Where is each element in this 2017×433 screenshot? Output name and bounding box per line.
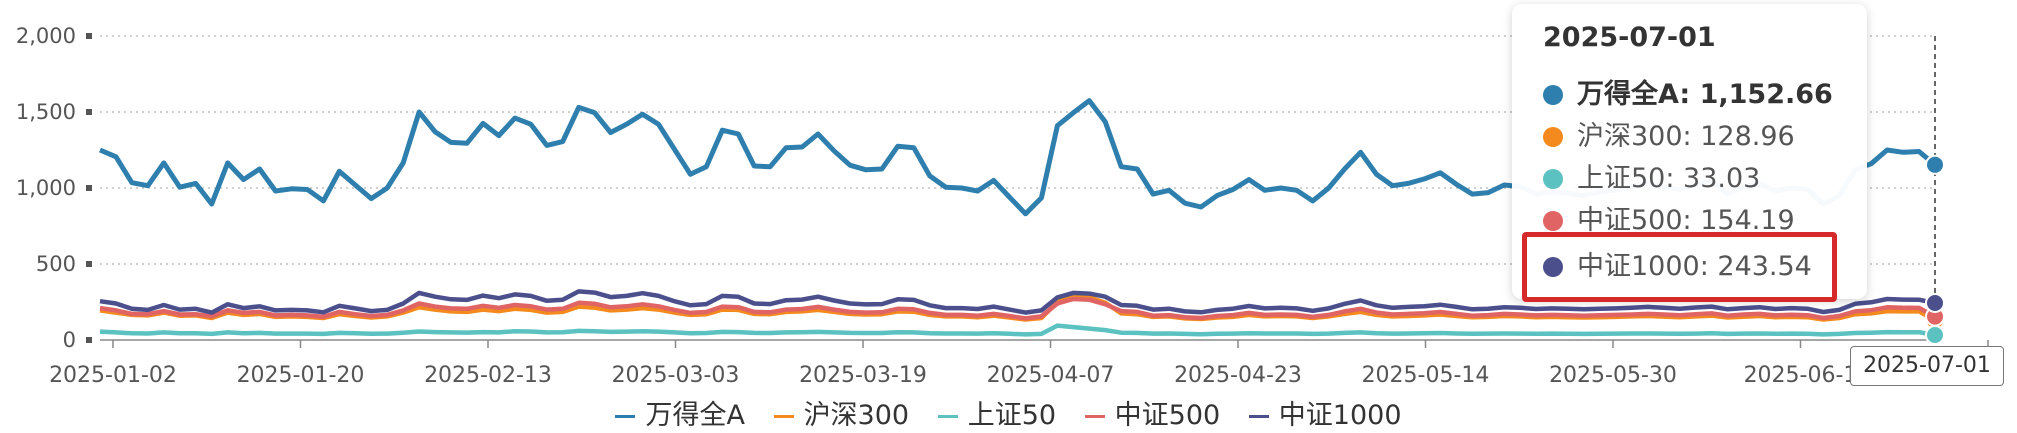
tooltip-row-hushen-300: 沪深300: 128.96 (1543, 114, 1795, 153)
tooltip-row-text: 万得全A: 1,152.66 (1577, 79, 1833, 110)
x-tick-label: 2025-05-14 (1362, 363, 1490, 388)
x-tick-label: 2025-04-23 (1174, 363, 1302, 388)
chart-legend: 万得全A 沪深300 上证50 中证500 中证1000 (0, 393, 2017, 432)
series-endpoint-4 (1925, 292, 1945, 313)
series-dot-icon (1543, 169, 1563, 189)
axis-pointer-label: 2025-07-01 (1850, 346, 2004, 386)
x-tick-label: 2025-01-02 (49, 363, 177, 388)
legend-item-zhongzheng-500[interactable]: 中证500 (1084, 393, 1221, 432)
y-tick-label: 500 (36, 252, 76, 276)
tooltip-row-zhongzheng-500: 中证500: 154.19 (1543, 198, 1795, 237)
legend-label: 上证50 (967, 400, 1057, 431)
legend-swatch (1248, 415, 1269, 418)
legend-swatch (1084, 415, 1105, 418)
series-dot-icon (1543, 211, 1563, 231)
y-tick-mark (86, 33, 92, 39)
y-tick-mark (86, 185, 92, 191)
x-tick-label: 2025-06-1 (1744, 363, 1858, 388)
legend-swatch (615, 415, 636, 418)
tooltip-row-text: 沪深300: 128.96 (1577, 121, 1795, 152)
y-tick-mark (86, 261, 92, 267)
series-line-2 (99, 323, 1936, 338)
series-dot-icon (1543, 257, 1563, 277)
series-line-4 (99, 289, 1936, 315)
series-dot-icon (1543, 127, 1563, 147)
x-tick-label: 2025-02-13 (424, 363, 552, 388)
tooltip-row-wande-quan-a: 万得全A: 1,152.66 (1543, 72, 1833, 111)
series-endpoint-2 (1925, 324, 1945, 345)
x-tick-label: 2025-04-07 (987, 363, 1115, 388)
legend-item-hushen-300[interactable]: 沪深300 (773, 393, 910, 432)
series-line-3 (99, 296, 1937, 321)
legend-swatch (773, 415, 794, 418)
x-tick-label: 2025-03-19 (799, 363, 927, 388)
tooltip-row-shangzheng-50: 上证50: 33.03 (1543, 156, 1760, 195)
data-tooltip: 2025-07-01 万得全A: 1,152.66 沪深300: 128.96 … (1512, 4, 1867, 302)
y-tick-mark (86, 337, 92, 343)
y-tick-label: 1,500 (16, 100, 76, 124)
legend-swatch (937, 415, 958, 418)
x-tick-label: 2025-01-20 (237, 363, 365, 388)
legend-item-shangzheng-50[interactable]: 上证50 (937, 393, 1057, 432)
legend-item-wande-quan-a[interactable]: 万得全A (615, 393, 745, 432)
tooltip-row-text: 上证50: 33.03 (1577, 163, 1761, 194)
legend-label: 中证500 (1114, 400, 1221, 431)
y-tick-label: 0 (63, 328, 76, 352)
series-endpoint-0 (1925, 154, 1945, 175)
legend-label: 万得全A (645, 400, 745, 431)
legend-item-zhongzheng-1000[interactable]: 中证1000 (1248, 393, 1402, 432)
tooltip-row-zhongzheng-1000: 中证1000: 243.54 (1543, 244, 1812, 283)
legend-label: 中证1000 (1278, 400, 1402, 431)
x-tick-label: 2025-03-03 (612, 363, 740, 388)
legend-label: 沪深300 (803, 400, 910, 431)
highlight-box (1522, 232, 1837, 302)
tooltip-row-text: 中证1000: 243.54 (1577, 251, 1812, 282)
y-tick-label: 2,000 (16, 24, 76, 48)
series-dot-icon (1543, 85, 1563, 105)
x-tick-label: 2025-05-30 (1549, 363, 1677, 388)
y-tick-mark (86, 109, 92, 115)
tooltip-date: 2025-07-01 (1543, 22, 1716, 53)
y-tick-label: 1,000 (16, 176, 76, 200)
tooltip-row-text: 中证500: 154.19 (1577, 205, 1795, 236)
